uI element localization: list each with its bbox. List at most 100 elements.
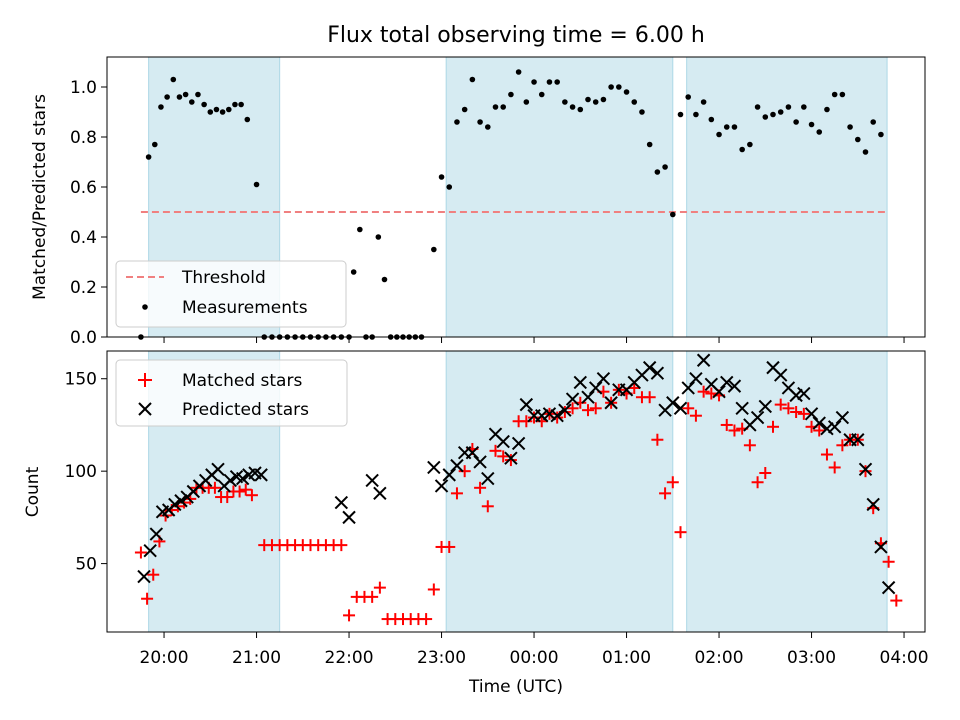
matched-point-81 [728,424,741,437]
matched-point-49 [481,500,494,513]
top-y-ticks: 0.0 0.2 0.4 0.6 0.8 1.0 [70,78,107,348]
predicted-point-3 [149,527,164,541]
predicted-point-48 [604,396,618,410]
predicted-point-58 [681,381,695,395]
measurement-point-80 [708,116,715,123]
measurement-point-75 [669,211,676,218]
predicted-point-44 [573,375,587,390]
chart-title: Flux total observing time = 6.00 h [327,23,705,48]
measurement-point-92 [801,104,807,110]
measurement-point-12 [207,109,214,115]
legend-predicted-swatch [138,402,152,416]
measurement-point-14 [219,109,226,115]
predicted-point-64 [727,379,742,393]
matched-point-1 [134,546,147,559]
predicted-point-83 [874,540,888,554]
matched-point-85 [759,467,772,480]
matched-point-76 [689,409,702,422]
matched-point-41 [420,613,433,626]
measurement-point-91 [793,119,799,125]
predicted-point-47 [596,372,611,386]
matched-point-102 [890,594,903,607]
matched-point-93 [820,448,833,461]
matched-point-94 [828,461,841,474]
measurement-point-47 [454,119,460,125]
measurement-point-3 [151,141,158,148]
predicted-point-1 [137,569,151,584]
measurement-point-17 [238,101,244,108]
measurement-point-98 [847,124,853,130]
matched-point-3 [147,568,160,581]
predicted-point-42 [558,403,572,417]
predicted-point-84 [881,580,896,595]
matched-point-17 [233,485,246,498]
measurement-point-4 [158,104,164,110]
predicted-point-63 [720,375,734,390]
matched-point-73 [666,476,679,489]
measurement-point-70 [631,99,638,105]
top-panel: 0.0 0.2 0.4 0.6 0.8 1.0 Matched/Predicted sta… [30,56,926,348]
measurement-point-6 [170,76,177,83]
predicted-stars-points [137,353,896,595]
matched-point-56 [535,415,548,428]
matched-point-51 [497,450,510,463]
legend-matched-swatch [138,373,152,387]
measurement-point-84 [739,146,745,153]
predicted-point-78 [835,410,850,425]
measurement-point-48 [461,106,468,113]
matched-point-48 [474,481,487,494]
matched-point-50 [489,444,502,457]
measurement-point-18 [244,116,251,123]
predicted-point-26 [434,479,449,493]
measurement-point-66 [600,96,607,103]
matched-point-52 [504,454,517,467]
matched-point-63 [589,402,602,415]
matched-point-78 [705,387,718,400]
matched-point-74 [674,526,687,539]
predicted-point-30 [465,445,480,460]
measurement-point-51 [484,124,491,130]
predicted-point-43 [565,392,580,406]
y-tick-label-6: 1.0 [70,78,97,98]
measurement-point-33 [357,226,363,233]
measurement-points [138,69,884,340]
measurement-point-7 [176,94,183,100]
top-legend: Threshold Measurements [115,260,347,328]
legend-matched-label: Matched stars [182,371,302,391]
matched-point-101 [882,555,895,568]
measurement-point-85 [747,141,753,148]
predicted-point-25 [427,460,441,475]
measurement-point-93 [808,121,815,128]
legend-predicted-label: Predicted stars [182,400,309,420]
x-tick-label-1: 20:00 [140,648,189,668]
matched-point-35 [373,581,386,594]
measurement-point-71 [639,109,645,115]
x-tick-label-8: 03:00 [787,648,836,668]
predicted-point-23 [365,473,379,488]
y-tick-label-2: 100 [65,462,97,482]
matched-point-88 [782,402,795,415]
measurement-point-61 [562,99,568,105]
matched-point-31 [343,609,356,622]
measurement-point-68 [616,84,622,90]
bottom-y-ticks: 50 100 150 [65,370,107,575]
predicted-point-15 [223,473,238,488]
measurement-point-54 [508,91,514,98]
matched-point-84 [751,476,764,489]
measurement-point-16 [232,101,238,108]
measurement-point-8 [182,91,189,98]
matched-point-42 [427,583,440,596]
predicted-point-72 [789,388,803,403]
predicted-point-62 [712,384,726,399]
measurement-point-36 [375,234,382,240]
predicted-point-45 [581,390,595,404]
predicted-point-31 [473,455,487,469]
measurement-point-5 [164,94,170,100]
measurement-point-10 [195,91,201,98]
x-tick-label-7: 02:00 [695,648,744,668]
top-y-axis-label: Matched/Predicted stars [30,94,50,300]
matched-point-90 [797,407,810,420]
measurement-point-64 [585,96,591,103]
predicted-point-76 [820,421,834,436]
